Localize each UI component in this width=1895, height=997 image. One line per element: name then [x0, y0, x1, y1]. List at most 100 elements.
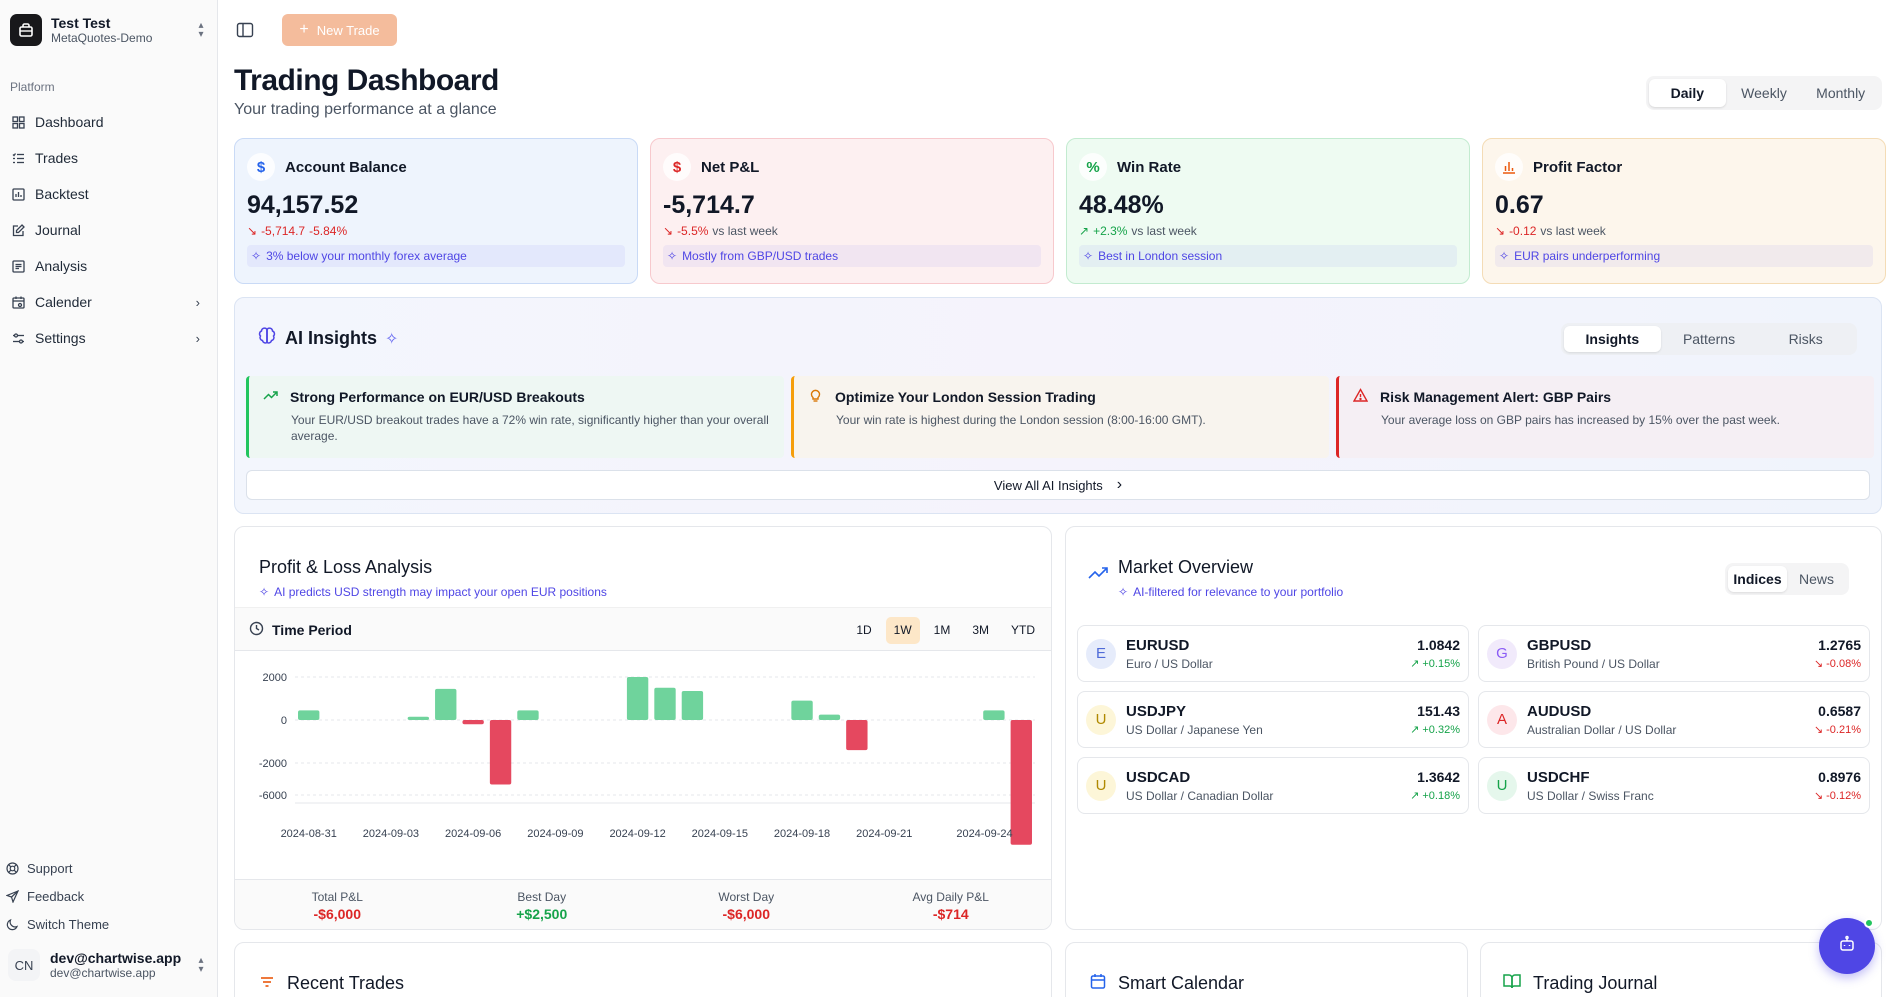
sidebar-item-label: Analysis [35, 258, 88, 274]
sidebar-item-label: Calender [35, 294, 92, 310]
currency-pair-card[interactable]: U USDCHF US Dollar / Swiss Franc 0.8976 ↘ -0… [1478, 757, 1870, 814]
y-tick-label: 2000 [263, 672, 287, 684]
range-ytd[interactable]: YTD [1011, 623, 1035, 637]
insight-card[interactable]: Strong Performance on EUR/USD Breakouts … [246, 376, 784, 458]
settings-icon [11, 331, 25, 345]
x-tick-label: 2024-09-21 [856, 828, 912, 840]
stat-change: -5,714.7 [261, 224, 306, 238]
tab-news[interactable]: News [1798, 571, 1834, 587]
support-link[interactable]: Support [0, 854, 218, 882]
ai-insights-tabs: Insights Patterns Risks [1561, 323, 1857, 355]
pnl-bar[interactable] [517, 710, 539, 720]
tab-weekly[interactable]: Weekly [1741, 85, 1787, 101]
stat-change-suffix: vs last week [1540, 224, 1606, 238]
pnl-bar[interactable] [791, 700, 813, 720]
new-trade-button[interactable]: + New Trade [282, 14, 397, 46]
sparkles-icon: ✧ [259, 585, 270, 599]
workspace-logo-icon [10, 14, 42, 46]
pnl-bar[interactable] [298, 710, 320, 720]
stat-value: 48.48% [1079, 191, 1164, 219]
range-buttons: 1D 1W 1M 3M YTD [848, 617, 1043, 644]
user-menu[interactable]: CN dev@chartwise.app dev@chartwise.app ▴… [8, 945, 208, 985]
pnl-bar[interactable] [626, 677, 649, 720]
y-tick-label: -2000 [259, 758, 287, 770]
currency-pair-card[interactable]: G GBPUSD British Pound / US Dollar 1.2765 ↘ … [1478, 625, 1870, 682]
insight-title: Risk Management Alert: GBP Pairs [1380, 389, 1612, 405]
pair-avatar: U [1086, 770, 1116, 801]
pair-change: ↗ +0.18% [1410, 790, 1460, 802]
sidebar-item-trades[interactable]: Trades [0, 140, 218, 176]
calendar-icon [1090, 973, 1106, 994]
pnl-bar[interactable] [654, 687, 676, 720]
chart-icon [11, 187, 25, 201]
pair-avatar: E [1086, 638, 1116, 669]
sidebar-item-settings[interactable]: Settings › [0, 320, 218, 356]
sparkles-icon: ✧ [1118, 585, 1129, 599]
moon-icon [6, 918, 20, 931]
time-period-label: Time Period [272, 622, 352, 638]
pnl-bar[interactable] [1010, 720, 1032, 845]
stat-ai-note: ✧ Mostly from GBP/USD trades [663, 245, 1041, 267]
pnl-bar[interactable] [489, 720, 512, 785]
pnl-bar[interactable] [681, 690, 704, 720]
pnl-analysis-card: Profit & Loss Analysis ✧ AI predicts USD… [234, 526, 1052, 930]
pair-name: Australian Dollar / US Dollar [1527, 722, 1677, 737]
sidebar-item-analysis[interactable]: Analysis [0, 248, 218, 284]
main-content: + New Trade Trading Dashboard Your tradi… [219, 0, 1895, 997]
pair-avatar: A [1487, 704, 1517, 735]
pnl-bar[interactable] [983, 710, 1005, 720]
time-period-bar: Time Period 1D 1W 1M 3M YTD [235, 607, 1051, 651]
sidebar-toggle-icon[interactable] [236, 21, 254, 39]
sidebar-item-journal[interactable]: Journal [0, 212, 218, 248]
range-1d[interactable]: 1D [856, 623, 872, 637]
tab-monthly[interactable]: Monthly [1816, 85, 1866, 101]
smart-calendar-card: Smart Calendar [1065, 942, 1468, 997]
chevron-right-icon: › [195, 294, 200, 310]
x-tick-label: 2024-09-03 [363, 828, 419, 840]
tab-indices[interactable]: Indices [1728, 566, 1787, 592]
stat-change-suffix: -5.84% [309, 224, 348, 238]
user-name: dev@chartwise.app [50, 949, 182, 966]
sidebar-item-dashboard[interactable]: Dashboard [0, 104, 218, 140]
insight-card[interactable]: Optimize Your London Session Trading You… [791, 376, 1329, 458]
tab-patterns[interactable]: Patterns [1682, 331, 1736, 347]
pnl-summary: Total P&L -$6,000 Best Day +$2,500 Worst… [235, 879, 1051, 929]
stat-title: Win Rate [1117, 158, 1182, 176]
summary-value: +$2,500 [516, 906, 568, 922]
range-3m[interactable]: 3M [972, 623, 989, 637]
tab-insights[interactable]: Insights [1564, 326, 1661, 352]
summary-label: Worst Day [718, 890, 775, 904]
range-1w[interactable]: 1W [885, 617, 920, 644]
feedback-link[interactable]: Feedback [0, 882, 218, 910]
sparkles-icon: ✧ [667, 249, 678, 263]
switch-theme-button[interactable]: Switch Theme [0, 910, 218, 938]
sidebar-item-label: Journal [35, 222, 81, 238]
stat-title: Profit Factor [1533, 158, 1623, 176]
pnl-bar[interactable] [462, 720, 484, 725]
x-tick-label: 2024-09-06 [445, 828, 501, 840]
chevron-right-icon: › [195, 330, 200, 346]
tab-daily[interactable]: Daily [1649, 79, 1726, 107]
send-icon [6, 889, 20, 903]
stat-change-suffix: vs last week [712, 224, 778, 238]
sidebar-item-backtest[interactable]: Backtest [0, 176, 218, 212]
pnl-bar[interactable] [435, 688, 457, 720]
range-1m[interactable]: 1M [933, 623, 951, 637]
book-open-icon [1503, 973, 1521, 994]
workspace-switcher[interactable]: Test Test MetaQuotes-Demo ▴ ▾ [10, 12, 208, 48]
tab-risks[interactable]: Risks [1788, 331, 1823, 347]
currency-pair-card[interactable]: A AUDUSD Australian Dollar / US Dollar 0.65… [1478, 691, 1870, 748]
pnl-bar[interactable] [846, 720, 868, 751]
insight-card[interactable]: Risk Management Alert: GBP Pairs Your av… [1336, 376, 1874, 458]
currency-pair-card[interactable]: E EURUSD Euro / US Dollar 1.0842 ↗ +0.15% [1077, 625, 1469, 682]
pair-price: 1.2765 [1818, 637, 1861, 653]
summary-total-pnl: Total P&L -$6,000 [235, 880, 440, 929]
pnl-bar[interactable] [818, 714, 841, 720]
avatar: CN [8, 949, 40, 981]
view-all-insights-button[interactable]: View All AI Insights › [246, 470, 1870, 500]
sidebar-item-calender[interactable]: Calender › [0, 284, 218, 320]
y-tick-label: -6000 [259, 790, 287, 802]
currency-pair-card[interactable]: U USDCAD US Dollar / Canadian Dollar 1.3642… [1077, 757, 1469, 814]
currency-pair-card[interactable]: U USDJPY US Dollar / Japanese Yen 151.43 ↗ +… [1077, 691, 1469, 748]
pnl-bar[interactable] [407, 716, 430, 720]
